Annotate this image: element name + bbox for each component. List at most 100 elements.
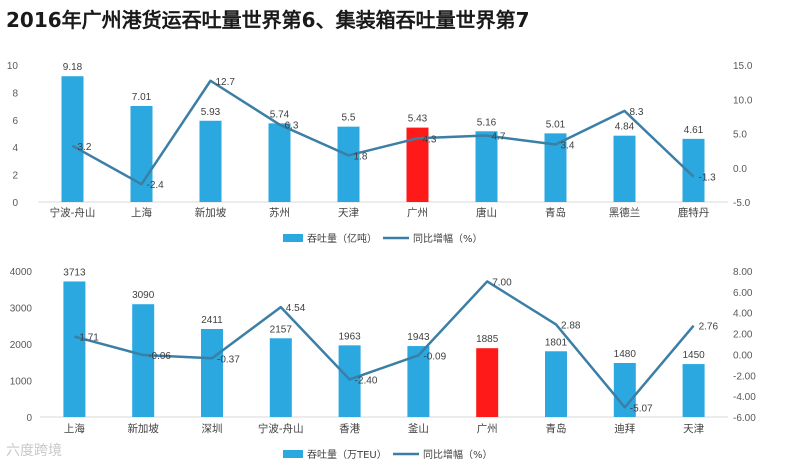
bar-data-label: 1480 xyxy=(614,349,637,360)
left-axis-tick-label: 4000 xyxy=(10,267,33,278)
bar-data-label: 1963 xyxy=(338,331,361,342)
line-data-label: 7.00 xyxy=(492,277,512,288)
line-data-label: 12.7 xyxy=(216,77,236,88)
category-label: 迪拜 xyxy=(614,423,635,435)
category-label: 天津 xyxy=(338,207,359,219)
bar xyxy=(63,281,86,417)
bar xyxy=(613,135,636,202)
bar xyxy=(544,133,567,202)
bar-data-label: 5.43 xyxy=(408,114,428,125)
category-label: 鹿特丹 xyxy=(678,206,710,219)
line-data-label: 6.3 xyxy=(285,121,299,132)
bar-data-label: 1885 xyxy=(476,334,499,345)
bar xyxy=(132,304,155,417)
left-axis-tick-label: 1000 xyxy=(10,377,33,388)
left-axis-tick-label: 8 xyxy=(12,88,18,99)
bar xyxy=(407,346,430,417)
right-axis-tick-label: 8.00 xyxy=(733,267,753,278)
bar xyxy=(201,328,223,417)
category-label: 苏州 xyxy=(269,206,290,219)
line-data-label: 1.8 xyxy=(354,151,368,162)
line-data-label: -0.06 xyxy=(148,351,171,362)
line-data-label: -0.37 xyxy=(217,354,240,365)
legend-line-label: 同比增幅（%） xyxy=(413,232,483,245)
bar-data-label: 3713 xyxy=(63,267,86,278)
right-axis-tick-label: 4.00 xyxy=(733,309,753,320)
right-axis-tick-label: 5.0 xyxy=(733,130,747,141)
right-axis-tick-label: 0.0 xyxy=(733,164,747,175)
bar xyxy=(269,338,292,417)
right-axis-tick-label: -4.00 xyxy=(733,392,756,403)
line-data-label: 3.4 xyxy=(561,140,575,151)
line-data-label: 8.3 xyxy=(630,107,644,118)
bar-data-label: 7.01 xyxy=(132,92,152,103)
category-label: 黑德兰 xyxy=(609,206,641,219)
legend-bar-label: 吞吐量（万TEU） xyxy=(307,449,387,461)
line-data-label: -5.07 xyxy=(630,403,653,414)
category-label: 深圳 xyxy=(202,423,223,435)
bar-data-label: 4.61 xyxy=(684,125,704,136)
left-axis-tick-label: 2000 xyxy=(10,340,33,351)
bar-data-label: 5.93 xyxy=(201,107,221,118)
bar-data-label: 9.18 xyxy=(63,62,83,73)
bar xyxy=(682,138,705,202)
bar xyxy=(338,345,361,417)
bar-data-label: 1801 xyxy=(545,337,568,348)
category-label: 天津 xyxy=(683,423,704,435)
page-title: 2016年广州港货运吞吐量世界第6、集装箱吞吐量世界第7 xyxy=(6,8,530,32)
category-label: 青岛 xyxy=(546,422,567,435)
bar-data-label: 5.74 xyxy=(270,109,290,120)
right-axis-tick-label: -5.0 xyxy=(733,198,751,209)
right-axis-tick-label: 10.0 xyxy=(733,95,753,106)
bar-data-label: 5.01 xyxy=(546,119,566,130)
bar xyxy=(682,364,705,417)
right-axis-tick-label: 0.00 xyxy=(733,350,753,361)
left-axis-tick-label: 0 xyxy=(26,413,32,424)
line-data-label: 4.54 xyxy=(286,303,306,314)
bar-data-label: 5.16 xyxy=(477,117,497,128)
category-label: 新加坡 xyxy=(127,422,159,435)
bar xyxy=(337,126,360,202)
growth-line xyxy=(74,280,695,409)
legend-bar-swatch xyxy=(283,234,303,242)
watermark-text: 六度跨境 xyxy=(6,443,62,459)
bar-data-label: 1450 xyxy=(682,350,705,361)
bar-data-label: 1943 xyxy=(407,332,430,343)
legend-line-label: 同比增幅（%） xyxy=(423,448,493,461)
line-data-label: 4.3 xyxy=(423,134,437,145)
line-data-label: 3.2 xyxy=(78,142,92,153)
line-data-label: 1.71 xyxy=(79,333,99,344)
line-data-label: -1.3 xyxy=(699,173,717,184)
bar xyxy=(61,76,84,202)
right-axis-tick-label: 15.0 xyxy=(733,61,753,72)
bar xyxy=(475,131,498,202)
right-axis-tick-label: 6.00 xyxy=(733,288,753,299)
bar-highlight xyxy=(476,348,499,417)
left-axis-tick-label: 4 xyxy=(12,143,18,154)
bar-data-label: 4.84 xyxy=(615,122,635,133)
category-label: 宁波-舟山 xyxy=(258,422,304,435)
bar xyxy=(613,362,636,417)
legend-bar-label: 吞吐量（亿吨） xyxy=(307,232,377,245)
category-label: 广州 xyxy=(477,423,498,435)
left-axis-tick-label: 0 xyxy=(12,198,18,209)
bar-data-label: 5.5 xyxy=(342,113,356,124)
right-axis-tick-label: -6.00 xyxy=(733,413,756,424)
line-data-label: 4.7 xyxy=(492,132,506,143)
category-label: 唐山 xyxy=(476,206,497,219)
line-data-label: -0.09 xyxy=(423,351,446,362)
right-axis-tick-label: 2.00 xyxy=(733,330,753,341)
category-label: 新加坡 xyxy=(195,206,227,219)
left-axis-tick-label: 3000 xyxy=(10,304,33,315)
bar-data-label: 2157 xyxy=(270,324,293,335)
bar-data-label: 3090 xyxy=(132,290,155,301)
left-axis-tick-label: 6 xyxy=(12,116,18,127)
line-data-label: 2.88 xyxy=(561,320,581,331)
line-data-label: -2.4 xyxy=(147,180,165,191)
left-axis-tick-label: 2 xyxy=(12,171,18,182)
bar xyxy=(268,123,291,202)
line-data-label: -2.40 xyxy=(355,375,378,386)
category-label: 宁波-舟山 xyxy=(50,206,96,219)
